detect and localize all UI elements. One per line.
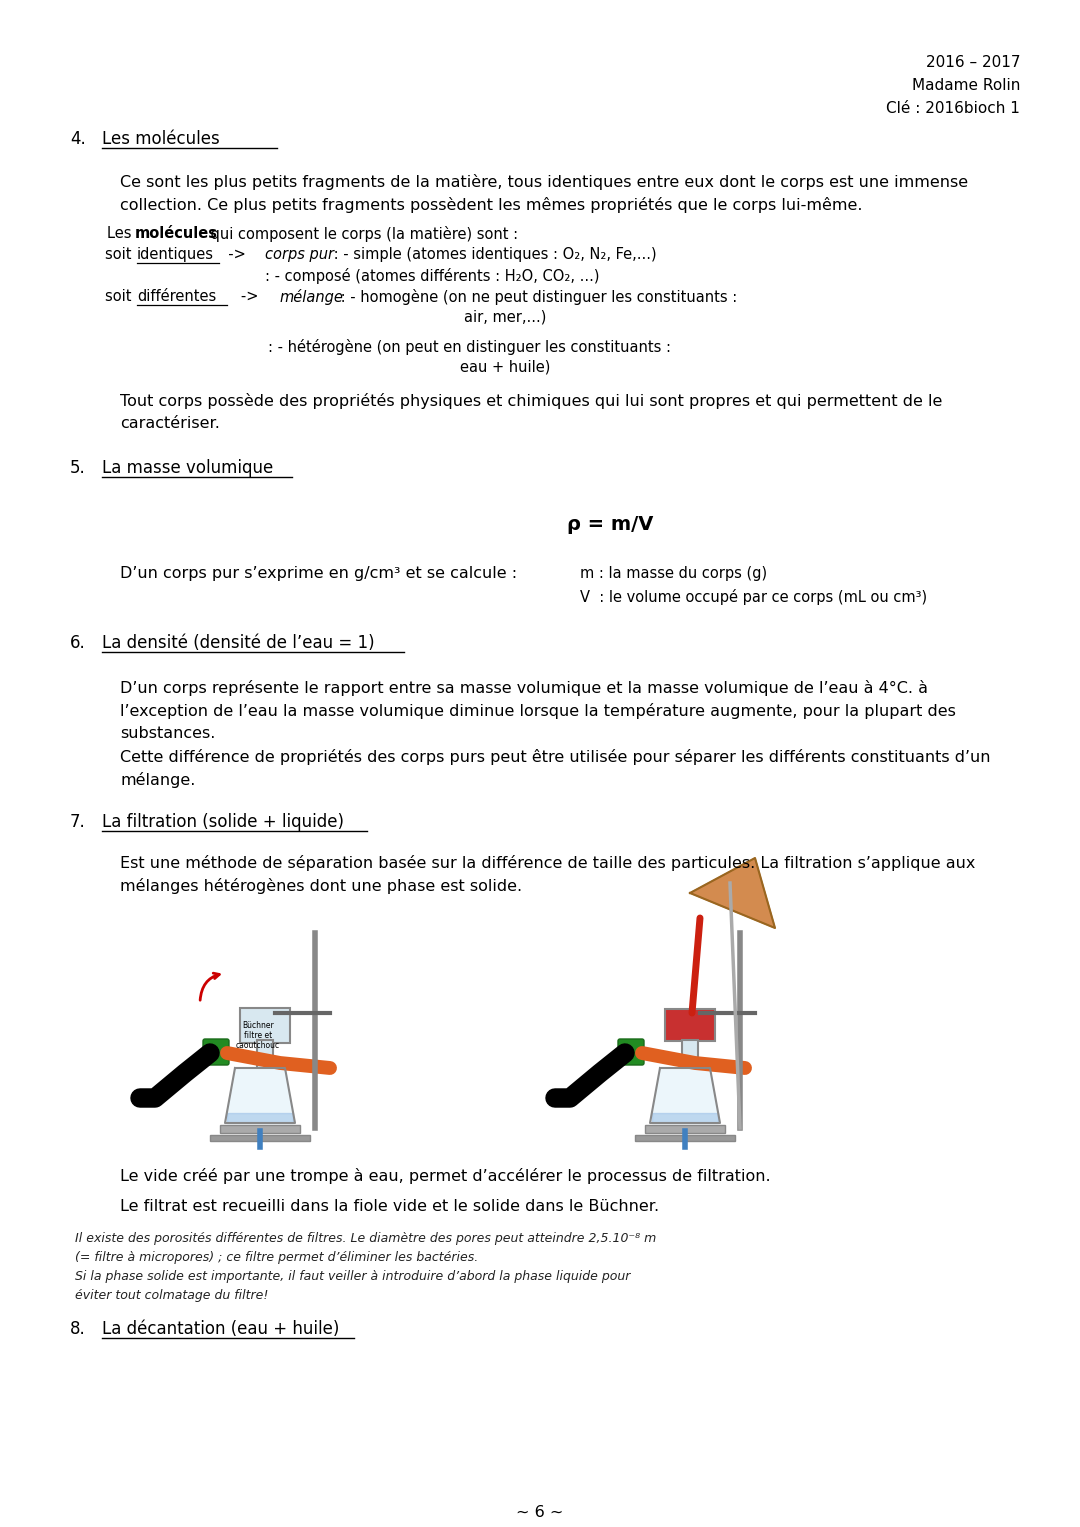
Text: caoutchouc: caoutchouc	[235, 1041, 280, 1051]
Text: Ce sont les plus petits fragments de la matière, tous identiques entre eux dont : Ce sont les plus petits fragments de la …	[120, 174, 968, 189]
Text: Est une méthode de séparation basée sur la différence de taille des particules. : Est une méthode de séparation basée sur …	[120, 855, 975, 870]
Text: 7.: 7.	[70, 812, 85, 831]
Text: 2016 – 2017: 2016 – 2017	[926, 55, 1020, 70]
Text: Büchner: Büchner	[242, 1022, 274, 1031]
Text: : - simple (atomes identiques : O₂, N₂, Fe,...): : - simple (atomes identiques : O₂, N₂, …	[329, 247, 657, 263]
Text: D’un corps pur s’exprime en g/cm³ et se calcule :: D’un corps pur s’exprime en g/cm³ et se …	[120, 567, 517, 580]
Text: collection. Ce plus petits fragments possèdent les mêmes propriétés que le corps: collection. Ce plus petits fragments pos…	[120, 197, 863, 212]
Text: mélanges hétérogènes dont une phase est solide.: mélanges hétérogènes dont une phase est …	[120, 878, 522, 893]
FancyBboxPatch shape	[240, 1008, 291, 1043]
Text: La densité (densité de l’eau = 1): La densité (densité de l’eau = 1)	[102, 634, 375, 652]
Text: La masse volumique: La masse volumique	[102, 460, 273, 476]
Text: mélange.: mélange.	[120, 773, 195, 788]
Text: Cette différence de propriétés des corps purs peut être utilisée pour séparer le: Cette différence de propriétés des corps…	[120, 750, 990, 765]
Text: Tout corps possède des propriétés physiques et chimiques qui lui sont propres et: Tout corps possède des propriétés physiq…	[120, 392, 943, 409]
Text: éviter tout colmatage du filtre!: éviter tout colmatage du filtre!	[75, 1289, 268, 1303]
Text: 6.: 6.	[70, 634, 85, 652]
Text: m : la masse du corps (g): m : la masse du corps (g)	[580, 567, 767, 580]
Text: substances.: substances.	[120, 725, 215, 741]
Text: ρ = m/V: ρ = m/V	[567, 515, 653, 534]
Text: : - composé (atomes différents : H₂O, CO₂, ...): : - composé (atomes différents : H₂O, CO…	[265, 269, 599, 284]
Polygon shape	[650, 1067, 720, 1122]
Text: Le vide créé par une trompe à eau, permet d’accélérer le processus de filtration: Le vide créé par une trompe à eau, perme…	[120, 1168, 771, 1183]
FancyBboxPatch shape	[665, 1009, 715, 1041]
Text: identiques: identiques	[137, 247, 214, 263]
Text: ~ 6 ~: ~ 6 ~	[516, 1506, 564, 1519]
Text: filtre et: filtre et	[244, 1031, 272, 1040]
Text: : - hétérogène (on peut en distinguer les constituants :: : - hétérogène (on peut en distinguer le…	[269, 339, 672, 354]
Text: Si la phase solide est importante, il faut veiller à introduire d’abord la phase: Si la phase solide est importante, il fa…	[75, 1270, 631, 1283]
Text: D’un corps représente le rapport entre sa masse volumique et la masse volumique : D’un corps représente le rapport entre s…	[120, 680, 928, 696]
Text: molécules: molécules	[135, 226, 218, 241]
Text: Madame Rolin: Madame Rolin	[912, 78, 1020, 93]
Polygon shape	[690, 858, 775, 928]
Text: Il existe des porosités différentes de filtres. Le diamètre des pores peut attei: Il existe des porosités différentes de f…	[75, 1232, 657, 1245]
FancyBboxPatch shape	[257, 1040, 273, 1067]
Text: Les: Les	[107, 226, 136, 241]
Text: qui composent le corps (la matière) sont :: qui composent le corps (la matière) sont…	[206, 226, 518, 241]
Text: : - homogène (on ne peut distinguer les constituants :: : - homogène (on ne peut distinguer les …	[336, 289, 738, 305]
Text: mélange: mélange	[279, 289, 342, 305]
FancyBboxPatch shape	[635, 1135, 735, 1141]
Text: Clé : 2016bioch 1: Clé : 2016bioch 1	[886, 101, 1020, 116]
Text: 8.: 8.	[70, 1319, 85, 1338]
Text: eau + huile): eau + huile)	[460, 360, 550, 376]
Text: La décantation (eau + huile): La décantation (eau + huile)	[102, 1319, 339, 1338]
Polygon shape	[652, 1113, 718, 1122]
Text: 4.: 4.	[70, 130, 85, 148]
Text: V  : le volume occupé par ce corps (mL ou cm³): V : le volume occupé par ce corps (mL ou…	[580, 589, 927, 605]
Text: 5.: 5.	[70, 460, 85, 476]
Text: soit: soit	[105, 289, 136, 304]
Text: soit: soit	[105, 247, 136, 263]
FancyBboxPatch shape	[210, 1135, 310, 1141]
Text: corps pur: corps pur	[265, 247, 334, 263]
Text: Les molécules: Les molécules	[102, 130, 219, 148]
Text: caractériser.: caractériser.	[120, 415, 220, 431]
Text: Le filtrat est recueilli dans la fiole vide et le solide dans le Büchner.: Le filtrat est recueilli dans la fiole v…	[120, 1199, 659, 1214]
Text: La filtration (solide + liquide): La filtration (solide + liquide)	[102, 812, 345, 831]
Polygon shape	[227, 1113, 293, 1122]
FancyBboxPatch shape	[618, 1038, 644, 1064]
FancyBboxPatch shape	[220, 1125, 300, 1133]
Polygon shape	[225, 1067, 295, 1122]
FancyBboxPatch shape	[681, 1040, 698, 1067]
Text: l’exception de l’eau la masse volumique diminue lorsque la température augmente,: l’exception de l’eau la masse volumique …	[120, 702, 956, 719]
Text: ->: ->	[219, 247, 255, 263]
FancyBboxPatch shape	[645, 1125, 725, 1133]
FancyBboxPatch shape	[203, 1038, 229, 1064]
Text: (= filtre à micropores) ; ce filtre permet d’éliminer les bactéries.: (= filtre à micropores) ; ce filtre perm…	[75, 1251, 478, 1264]
Text: ->: ->	[227, 289, 268, 304]
Text: air, mer,...): air, mer,...)	[463, 310, 546, 325]
Text: différentes: différentes	[137, 289, 216, 304]
